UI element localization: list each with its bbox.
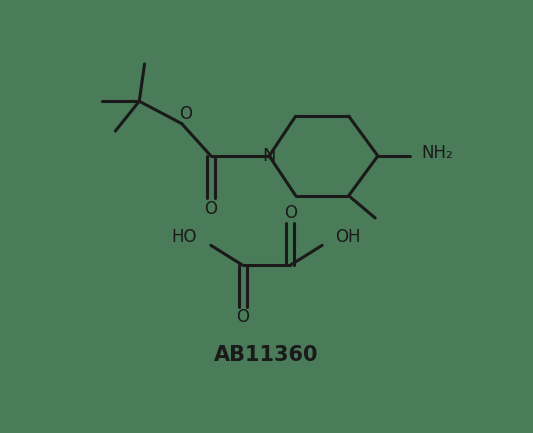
- Text: O: O: [204, 200, 217, 218]
- Text: N: N: [262, 147, 276, 165]
- Text: O: O: [236, 308, 249, 326]
- Text: O: O: [284, 204, 297, 222]
- Text: HO: HO: [171, 228, 197, 246]
- Text: O: O: [180, 105, 192, 123]
- Text: OH: OH: [335, 228, 361, 246]
- Text: NH₂: NH₂: [422, 145, 454, 162]
- Text: AB11360: AB11360: [214, 345, 319, 365]
